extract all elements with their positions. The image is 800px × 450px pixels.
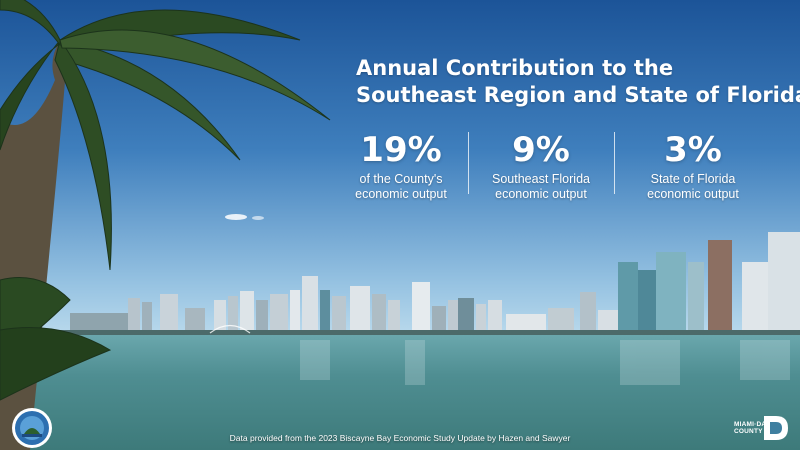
stat-county: 19% of the County's economic output: [326, 130, 476, 202]
title-line-2: Southeast Region and State of Florida: [356, 83, 800, 107]
stat-divider: [468, 132, 469, 194]
page-title: Annual Contribution to the Southeast Reg…: [356, 55, 800, 109]
stat-value: 9%: [512, 130, 570, 170]
stat-caption: of the County's economic output: [355, 172, 447, 201]
title-line-1: Annual Contribution to the: [356, 56, 674, 80]
stat-divider: [614, 132, 615, 194]
source-note: Data provided from the 2023 Biscayne Bay…: [229, 433, 571, 443]
stat-state-florida: 3% State of Florida economic output: [618, 130, 768, 202]
stat-value: 19%: [360, 130, 442, 170]
stat-southeast-florida: 9% Southeast Florida economic output: [466, 130, 616, 202]
stat-caption: Southeast Florida economic output: [492, 172, 590, 201]
county-d-logo-icon: [764, 416, 788, 440]
city-skyline: [70, 232, 800, 334]
palm-tree: [0, 0, 331, 450]
county-seal-icon: [12, 408, 52, 448]
stat-value: 3%: [664, 130, 722, 170]
stat-caption: State of Florida economic output: [647, 172, 739, 201]
miami-dade-county-logo: MIAMI·DADE COUNTY: [734, 414, 790, 442]
logo-wordmark: MIAMI·DADE COUNTY: [734, 421, 776, 435]
